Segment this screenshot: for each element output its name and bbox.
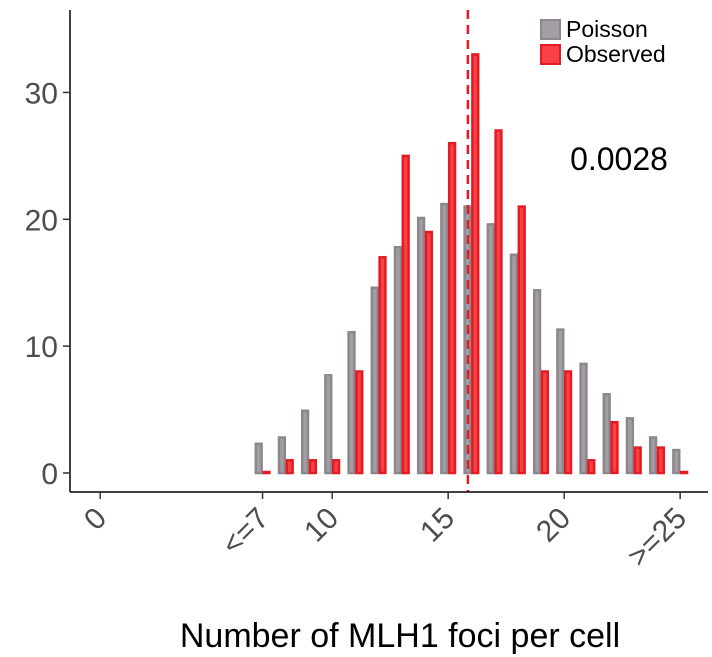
x-tick-label-5: >=25 <box>621 502 693 574</box>
y-tick-label-20: 20 <box>25 204 58 237</box>
bar-observed-22 <box>610 420 619 475</box>
bar-poisson-17 <box>486 223 495 475</box>
y-tick-label-10: 10 <box>25 331 58 364</box>
x-tick-label-3: 15 <box>414 502 461 549</box>
bar-observed-15 <box>447 141 457 475</box>
bar-observed-17 <box>494 129 503 475</box>
bar-poisson-15 <box>440 202 449 475</box>
x-axis-title: Number of MLH1 foci per cell <box>180 617 620 655</box>
bar-observed-24 <box>656 446 666 475</box>
y-tick-label-0: 0 <box>41 458 58 491</box>
bar-poisson-14 <box>416 216 426 475</box>
bar-observed-14 <box>424 230 434 475</box>
x-tick-label-4: 20 <box>530 502 577 549</box>
bar-poisson-7 <box>254 442 263 475</box>
bar-poisson-8 <box>277 436 287 475</box>
bar-observed-8 <box>285 459 294 475</box>
legend-key-observed <box>540 44 561 65</box>
bar-poisson-22 <box>602 393 611 475</box>
bar-poisson-20 <box>556 328 565 475</box>
bar-observed-21 <box>587 459 596 475</box>
bar-observed-19 <box>540 370 550 475</box>
bar-poisson-11 <box>347 330 356 475</box>
bar-poisson-18 <box>509 253 519 475</box>
bar-observed-10 <box>331 459 341 475</box>
bar-poisson-12 <box>370 286 379 475</box>
y-tick-label-30: 30 <box>25 77 58 110</box>
bar-observed-9 <box>308 459 318 475</box>
bar-observed-11 <box>355 370 364 475</box>
bar-observed-13 <box>401 154 410 475</box>
p-value-annotation: 0.0028 <box>570 141 668 177</box>
legend-label-observed: Observed <box>566 41 666 67</box>
bar-observed-25 <box>679 470 689 475</box>
bar-observed-20 <box>563 370 573 475</box>
x-tick-label-2: 10 <box>298 502 345 549</box>
bar-observed-7 <box>262 470 271 475</box>
legend-key-poisson <box>540 19 561 40</box>
x-tick-label-1: <=7 <box>216 502 276 562</box>
bar-observed-23 <box>633 446 642 475</box>
bar-poisson-9 <box>300 409 310 475</box>
bar-poisson-25 <box>672 448 681 475</box>
legend-label-poisson: Poisson <box>566 16 648 42</box>
axes-layer: 0 10 20 30 0 <=7 10 15 20 >=25 <box>25 10 708 573</box>
x-tick-label-0: 0 <box>78 502 113 537</box>
bar-poisson-24 <box>648 436 658 475</box>
bar-poisson-13 <box>393 245 403 475</box>
bar-poisson-21 <box>579 362 588 475</box>
bar-poisson-23 <box>625 417 635 475</box>
bar-observed-18 <box>517 205 526 475</box>
bar-poisson-19 <box>532 289 542 475</box>
bars-layer <box>254 53 689 475</box>
bar-observed-12 <box>378 256 387 475</box>
bar-observed-16 <box>471 53 480 475</box>
bar-poisson-10 <box>324 374 333 475</box>
